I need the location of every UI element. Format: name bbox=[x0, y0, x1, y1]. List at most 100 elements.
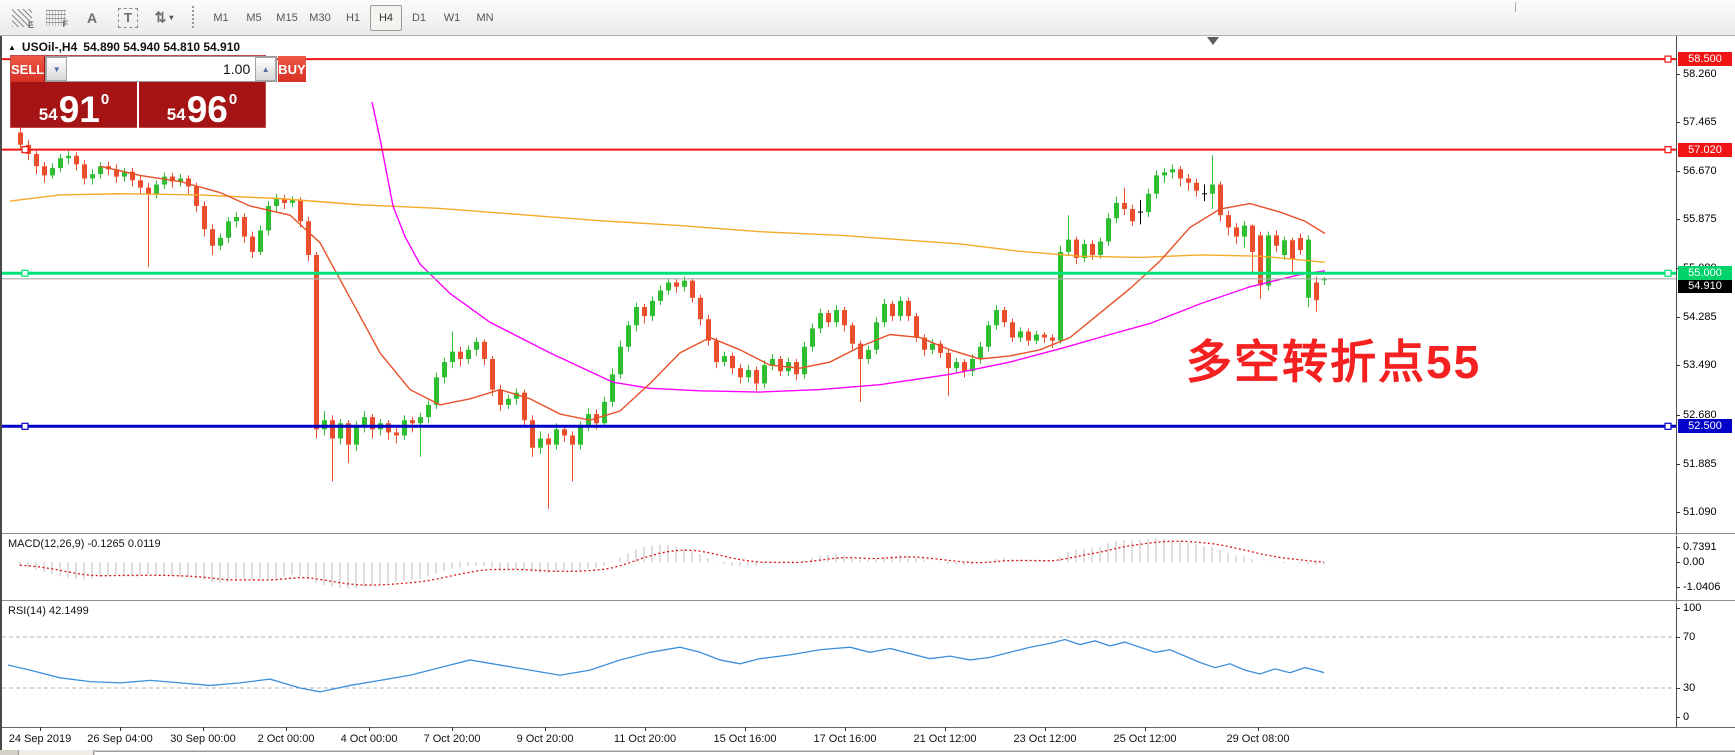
price-tick bbox=[1676, 365, 1680, 366]
price-tick-label: 51.090 bbox=[1683, 506, 1717, 518]
separator-highlight-1 bbox=[0, 535, 1735, 536]
one-click-trading-panel: SELL ▼ ▲ BUY 54 91 0 54 96 0 bbox=[10, 55, 306, 129]
date-label: 25 Oct 12:00 bbox=[1113, 733, 1177, 745]
date-label: 7 Oct 20:00 bbox=[423, 733, 481, 745]
sell-button[interactable]: SELL bbox=[11, 56, 45, 82]
rsi-tick-label: 70 bbox=[1683, 631, 1696, 643]
hline-handle[interactable] bbox=[1664, 269, 1672, 277]
date-label: 4 Oct 00:00 bbox=[340, 733, 398, 745]
price-tick-label: 54.285 bbox=[1683, 311, 1717, 323]
tf-button-m1[interactable]: M1 bbox=[213, 11, 229, 24]
price-tick bbox=[1676, 317, 1680, 318]
text-label-t-icon[interactable]: T bbox=[118, 7, 138, 28]
sell-price-button[interactable]: 54 91 0 bbox=[11, 82, 139, 129]
macd-tick-label: 0.7391 bbox=[1683, 541, 1717, 553]
hline-handle[interactable] bbox=[1664, 55, 1672, 63]
rsi-pane bbox=[2, 636, 1676, 689]
hline-handle[interactable] bbox=[1664, 146, 1672, 154]
date-label: 11 Oct 20:00 bbox=[613, 733, 677, 745]
text-a-icon[interactable]: A bbox=[86, 9, 98, 26]
candlestick-plot bbox=[18, 127, 1327, 509]
date-label: 24 Sep 2019 bbox=[8, 733, 72, 745]
price-tick-label: 57.465 bbox=[1683, 116, 1717, 128]
hline-handle[interactable] bbox=[21, 146, 29, 154]
tf-button-d1[interactable]: D1 bbox=[411, 11, 427, 24]
toolbar-divider bbox=[1515, 2, 1516, 12]
collapse-panel-icon[interactable]: ▲ bbox=[8, 42, 16, 52]
annotation-text: 多空转折点55 bbox=[1186, 336, 1482, 388]
price-tick-label: 56.670 bbox=[1683, 165, 1717, 177]
tf-button-m5[interactable]: M5 bbox=[246, 11, 262, 24]
tf-button-m15[interactable]: M15 bbox=[276, 11, 298, 24]
macd-tick bbox=[1676, 562, 1680, 563]
buy-price-sup: 0 bbox=[228, 91, 238, 108]
price-tick-label: 52.680 bbox=[1683, 409, 1717, 421]
chart-shift-marker[interactable] bbox=[1207, 37, 1219, 45]
arrange-arrows-icon[interactable]: ⇅ ▾ bbox=[154, 9, 174, 25]
ma-magenta-line bbox=[371, 101, 1326, 393]
price-tick bbox=[1676, 122, 1680, 123]
hline-handle[interactable] bbox=[1664, 422, 1672, 430]
macd-tick-label: -1.0406 bbox=[1683, 581, 1721, 593]
rsi-tick bbox=[1676, 688, 1680, 689]
buy-price-button[interactable]: 54 96 0 bbox=[139, 82, 265, 129]
date-label: 21 Oct 12:00 bbox=[913, 733, 977, 745]
price-tick bbox=[1676, 74, 1680, 75]
chart-title: ▲ USOil-,H4 54.890 54.940 54.810 54.910 bbox=[8, 40, 240, 54]
toolbar-icon-group: E F A T ⇅ ▾ bbox=[0, 7, 176, 30]
sell-price-sup: 0 bbox=[100, 91, 110, 108]
macd-rsi-separator[interactable] bbox=[0, 600, 1735, 601]
date-label: 23 Oct 12:00 bbox=[1013, 733, 1077, 745]
price-tick bbox=[1676, 219, 1680, 220]
bottom-chart-tab[interactable] bbox=[18, 750, 94, 755]
macd-tick-label: 0.00 bbox=[1683, 556, 1705, 568]
toolbar: E F A T ⇅ ▾ M1 M5 M15 M30 H1 H4 D1 W1 MN bbox=[0, 0, 1735, 36]
separator-highlight-2 bbox=[0, 602, 1735, 603]
date-label: 26 Sep 04:00 bbox=[87, 733, 153, 745]
price-axis-border bbox=[1676, 36, 1677, 727]
date-tick bbox=[645, 727, 646, 731]
price-tick bbox=[1676, 512, 1680, 513]
price-tick-label: 53.490 bbox=[1683, 359, 1717, 371]
hline-handle[interactable] bbox=[21, 422, 29, 430]
date-tick bbox=[40, 727, 41, 731]
tf-button-mn[interactable]: MN bbox=[476, 11, 494, 24]
price-level-badge: 55.000 bbox=[1678, 266, 1732, 281]
tf-button-h4[interactable]: H4 bbox=[370, 4, 402, 31]
grid-f-icon[interactable]: F bbox=[46, 9, 68, 29]
date-tick bbox=[1045, 727, 1046, 731]
price-tick-label: 51.885 bbox=[1683, 458, 1717, 470]
rsi-tick-label: 0 bbox=[1683, 711, 1690, 723]
date-axis-line bbox=[0, 727, 1735, 728]
main-macd-separator[interactable] bbox=[0, 533, 1735, 534]
rsi-tick-label: 100 bbox=[1683, 602, 1702, 614]
ohlc-values: 54.890 54.940 54.810 54.910 bbox=[83, 40, 241, 54]
current-price-badge: 54.910 bbox=[1678, 279, 1732, 293]
buy-button[interactable]: BUY bbox=[278, 56, 306, 82]
macd-tick bbox=[1676, 587, 1680, 588]
date-label: 15 Oct 16:00 bbox=[713, 733, 777, 745]
macd-signal-line bbox=[19, 540, 1325, 586]
bottom-tab-bar bbox=[95, 751, 1735, 755]
buy-price-prefix: 54 bbox=[166, 105, 186, 124]
volume-increase-button[interactable]: ▲ bbox=[255, 57, 277, 81]
ma-orange-line bbox=[9, 193, 1326, 263]
tf-button-m30[interactable]: M30 bbox=[309, 11, 331, 24]
date-tick bbox=[945, 727, 946, 731]
price-tick-label: 55.875 bbox=[1683, 213, 1717, 225]
volume-decrease-button[interactable]: ▼ bbox=[46, 57, 68, 81]
hline-handle[interactable] bbox=[21, 269, 29, 277]
date-tick bbox=[286, 727, 287, 731]
macd-label: MACD(12,26,9) -0.1265 0.0119 bbox=[8, 538, 161, 550]
date-tick bbox=[1145, 727, 1146, 731]
volume-input[interactable] bbox=[67, 57, 256, 81]
date-tick bbox=[203, 727, 204, 731]
date-tick bbox=[545, 727, 546, 731]
rsi-tick bbox=[1676, 717, 1680, 718]
date-tick bbox=[452, 727, 453, 731]
hatch-pattern-e-icon[interactable]: E bbox=[12, 8, 34, 30]
tf-button-w1[interactable]: W1 bbox=[443, 11, 461, 24]
tf-button-h1[interactable]: H1 bbox=[345, 11, 361, 24]
